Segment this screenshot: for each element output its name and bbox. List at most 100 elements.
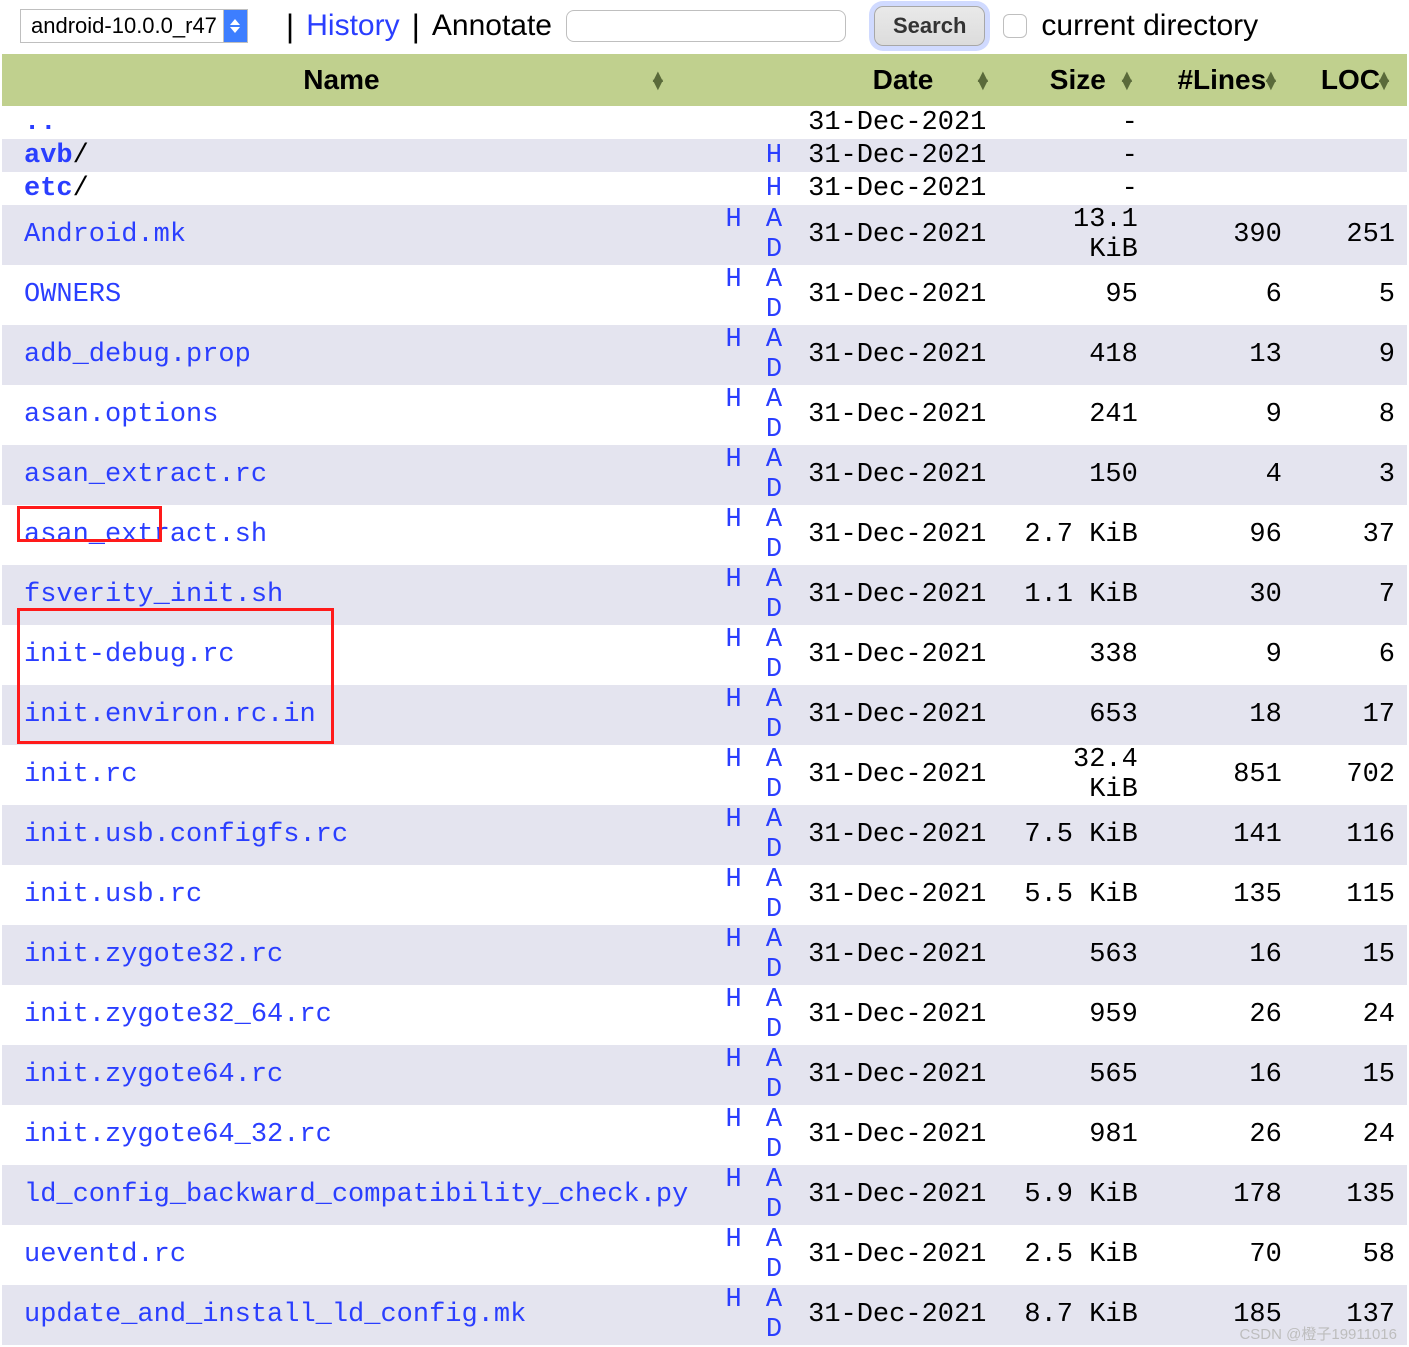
file-name-cell[interactable]: fsverity_init.sh <box>2 565 681 625</box>
file-name-cell[interactable]: init.usb.configfs.rc <box>2 805 681 865</box>
file-name-cell[interactable]: asan.options <box>2 385 681 445</box>
file-name-cell[interactable]: adb_debug.prop <box>2 325 681 385</box>
table-row: fsverity_init.shH A D31-Dec-20211.1 KiB3… <box>2 565 1407 625</box>
had-cell[interactable]: H A D <box>681 505 800 565</box>
table-row: init.zygote64.rcH A D31-Dec-20215651615 <box>2 1045 1407 1105</box>
loc-cell: 7 <box>1294 565 1407 625</box>
lines-cell: 18 <box>1150 685 1294 745</box>
col-header-name[interactable]: Name ▲▼ <box>2 54 681 106</box>
sort-icon: ▲▼ <box>1375 72 1393 88</box>
table-row: asan_extract.shH A D31-Dec-20212.7 KiB96… <box>2 505 1407 565</box>
had-cell[interactable]: H A D <box>681 205 800 265</box>
had-cell[interactable]: H A D <box>681 625 800 685</box>
lines-cell: 9 <box>1150 625 1294 685</box>
col-header-lines[interactable]: #Lines ▲▼ <box>1150 54 1294 106</box>
table-row: Android.mkH A D31-Dec-202113.1 KiB390251 <box>2 205 1407 265</box>
date-cell: 31-Dec-2021 <box>800 172 1006 205</box>
watermark: CSDN @橙子19911016 <box>1239 1323 1397 1344</box>
table-row: asan_extract.rcH A D31-Dec-202115043 <box>2 445 1407 505</box>
table-row: init-debug.rcH A D31-Dec-202133896 <box>2 625 1407 685</box>
date-cell: 31-Dec-2021 <box>800 106 1006 139</box>
file-name-cell[interactable]: init.usb.rc <box>2 865 681 925</box>
file-name-cell[interactable]: ld_config_backward_compatibility_check.p… <box>2 1165 681 1225</box>
size-cell: 5.9 KiB <box>1006 1165 1150 1225</box>
file-name-cell[interactable]: init.zygote64_32.rc <box>2 1105 681 1165</box>
size-cell: 5.5 KiB <box>1006 865 1150 925</box>
loc-cell: 251 <box>1294 205 1407 265</box>
date-cell: 31-Dec-2021 <box>800 745 1006 805</box>
date-cell: 31-Dec-2021 <box>800 805 1006 865</box>
file-name-cell[interactable]: avb/ <box>2 139 681 172</box>
loc-cell: 24 <box>1294 985 1407 1045</box>
col-header-loc[interactable]: LOC ▲▼ <box>1294 54 1407 106</box>
search-button[interactable]: Search <box>874 6 985 46</box>
table-row: adb_debug.propH A D31-Dec-2021418139 <box>2 325 1407 385</box>
version-select[interactable]: android-10.0.0_r47 <box>20 9 248 43</box>
lines-cell: 390 <box>1150 205 1294 265</box>
file-name-cell[interactable]: .. <box>2 106 681 139</box>
loc-cell: 135 <box>1294 1165 1407 1225</box>
file-name-cell[interactable]: init.environ.rc.in <box>2 685 681 745</box>
file-name-cell[interactable]: etc/ <box>2 172 681 205</box>
had-cell[interactable]: H A D <box>681 385 800 445</box>
had-cell[interactable]: H <box>681 139 800 172</box>
had-cell[interactable]: H A D <box>681 325 800 385</box>
col-header-date[interactable]: Date ▲▼ <box>800 54 1006 106</box>
size-cell: 418 <box>1006 325 1150 385</box>
file-name-cell[interactable]: init.zygote32_64.rc <box>2 985 681 1045</box>
current-directory-checkbox[interactable] <box>1003 14 1027 38</box>
table-row: asan.optionsH A D31-Dec-202124198 <box>2 385 1407 445</box>
table-row: init.usb.rcH A D31-Dec-20215.5 KiB135115 <box>2 865 1407 925</box>
file-name-cell[interactable]: asan_extract.sh <box>2 505 681 565</box>
file-name-cell[interactable]: OWNERS <box>2 265 681 325</box>
lines-cell: 26 <box>1150 985 1294 1045</box>
file-name-cell[interactable]: init.zygote64.rc <box>2 1045 681 1105</box>
had-cell[interactable]: H A D <box>681 1105 800 1165</box>
file-name-cell[interactable]: Android.mk <box>2 205 681 265</box>
toolbar: android-10.0.0_r47 | History | Annotate … <box>2 2 1407 54</box>
had-cell[interactable]: H A D <box>681 1045 800 1105</box>
file-name-cell[interactable]: ueventd.rc <box>2 1225 681 1285</box>
had-cell[interactable]: H A D <box>681 265 800 325</box>
file-name-cell[interactable]: init.zygote32.rc <box>2 925 681 985</box>
sort-icon: ▲▼ <box>649 72 667 88</box>
file-name-cell[interactable]: init-debug.rc <box>2 625 681 685</box>
table-row: avb/H31-Dec-2021- <box>2 139 1407 172</box>
date-cell: 31-Dec-2021 <box>800 1105 1006 1165</box>
dropdown-toggle-icon <box>223 10 247 42</box>
loc-cell: 116 <box>1294 805 1407 865</box>
had-cell[interactable] <box>681 106 800 139</box>
lines-cell: 135 <box>1150 865 1294 925</box>
lines-cell: 851 <box>1150 745 1294 805</box>
date-cell: 31-Dec-2021 <box>800 1225 1006 1285</box>
table-row: init.environ.rc.inH A D31-Dec-2021653181… <box>2 685 1407 745</box>
col-header-size[interactable]: Size ▲▼ <box>1006 54 1150 106</box>
had-cell[interactable]: H A D <box>681 865 800 925</box>
loc-cell: 6 <box>1294 625 1407 685</box>
had-cell[interactable]: H A D <box>681 1165 800 1225</box>
had-cell[interactable]: H A D <box>681 805 800 865</box>
sort-icon: ▲▼ <box>1262 72 1280 88</box>
had-cell[interactable]: H A D <box>681 1225 800 1285</box>
had-cell[interactable]: H <box>681 172 800 205</box>
had-cell[interactable]: H A D <box>681 745 800 805</box>
search-input[interactable] <box>566 10 846 42</box>
file-name-cell[interactable]: update_and_install_ld_config.mk <box>2 1285 681 1345</box>
had-cell[interactable]: H A D <box>681 1285 800 1345</box>
file-name-cell[interactable]: init.rc <box>2 745 681 805</box>
had-cell[interactable]: H A D <box>681 685 800 745</box>
size-cell: - <box>1006 172 1150 205</box>
lines-cell: 9 <box>1150 385 1294 445</box>
file-name-cell[interactable]: asan_extract.rc <box>2 445 681 505</box>
history-link[interactable]: History <box>306 9 399 43</box>
had-cell[interactable]: H A D <box>681 925 800 985</box>
file-table: Name ▲▼ Date ▲▼ Size ▲▼ #Lines ▲▼ LOC <box>2 54 1407 1345</box>
lines-cell: 16 <box>1150 925 1294 985</box>
loc-cell: 24 <box>1294 1105 1407 1165</box>
date-cell: 31-Dec-2021 <box>800 505 1006 565</box>
had-cell[interactable]: H A D <box>681 445 800 505</box>
lines-cell: 26 <box>1150 1105 1294 1165</box>
had-cell[interactable]: H A D <box>681 565 800 625</box>
table-row: init.rcH A D31-Dec-202132.4 KiB851702 <box>2 745 1407 805</box>
had-cell[interactable]: H A D <box>681 985 800 1045</box>
